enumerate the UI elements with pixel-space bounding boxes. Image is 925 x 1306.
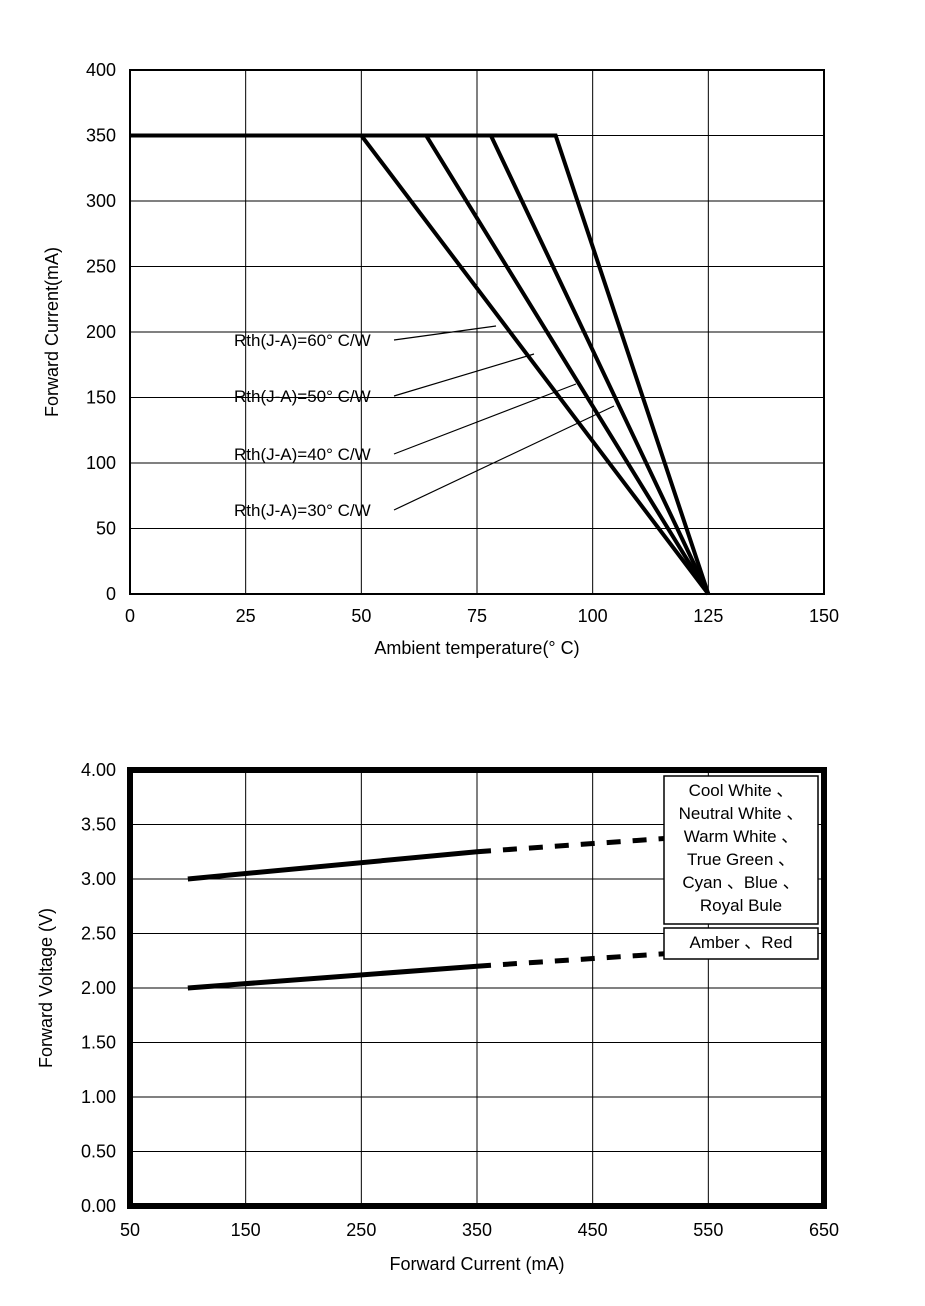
svg-text:400: 400 bbox=[86, 60, 116, 80]
svg-text:350: 350 bbox=[462, 1220, 492, 1240]
svg-text:300: 300 bbox=[86, 191, 116, 211]
legend-text: Warm White 、 bbox=[684, 827, 799, 846]
y-axis-label: Forward Voltage (V) bbox=[36, 908, 56, 1068]
svg-text:250: 250 bbox=[346, 1220, 376, 1240]
svg-text:150: 150 bbox=[231, 1220, 261, 1240]
vf-if-chart: Cool White 、 Neutral White 、 Warm White 、 T… bbox=[0, 736, 925, 1306]
x-axis-label: Forward Current (mA) bbox=[389, 1254, 564, 1274]
derating-curve bbox=[130, 136, 708, 595]
svg-text:150: 150 bbox=[809, 606, 839, 626]
svg-text:2.50: 2.50 bbox=[81, 924, 116, 944]
svg-text:100: 100 bbox=[578, 606, 608, 626]
curve-label: Rth(J-A)=40° C/W bbox=[234, 445, 371, 464]
svg-text:3.50: 3.50 bbox=[81, 815, 116, 835]
legend-text: Amber 、Red bbox=[690, 933, 793, 952]
svg-text:1.50: 1.50 bbox=[81, 1033, 116, 1053]
svg-text:350: 350 bbox=[86, 126, 116, 146]
vf-curve-solid bbox=[188, 966, 477, 988]
svg-text:150: 150 bbox=[86, 388, 116, 408]
svg-text:650: 650 bbox=[809, 1220, 839, 1240]
svg-text:200: 200 bbox=[86, 322, 116, 342]
svg-text:3.00: 3.00 bbox=[81, 869, 116, 889]
vf-curve-solid bbox=[188, 852, 477, 879]
derating-curve bbox=[130, 136, 708, 595]
derating-curve bbox=[130, 136, 708, 595]
svg-text:250: 250 bbox=[86, 257, 116, 277]
legend-text: Royal Bule bbox=[700, 896, 782, 915]
svg-text:100: 100 bbox=[86, 453, 116, 473]
curve-label: Rth(J-A)=30° C/W bbox=[234, 501, 371, 520]
svg-text:550: 550 bbox=[693, 1220, 723, 1240]
svg-text:50: 50 bbox=[351, 606, 371, 626]
legend-text: Cool White 、 bbox=[689, 781, 794, 800]
legend-text: Neutral White 、 bbox=[679, 804, 804, 823]
svg-text:0.00: 0.00 bbox=[81, 1196, 116, 1216]
svg-text:0.50: 0.50 bbox=[81, 1142, 116, 1162]
svg-text:75: 75 bbox=[467, 606, 487, 626]
y-axis-label: Forward Current(mA) bbox=[42, 247, 62, 417]
svg-text:0: 0 bbox=[125, 606, 135, 626]
svg-text:4.00: 4.00 bbox=[81, 760, 116, 780]
svg-text:2.00: 2.00 bbox=[81, 978, 116, 998]
svg-text:25: 25 bbox=[236, 606, 256, 626]
curve-label: Rth(J-A)=60° C/W bbox=[234, 331, 371, 350]
derating-curve bbox=[130, 136, 708, 595]
svg-text:50: 50 bbox=[96, 519, 116, 539]
vf-curve-dashed bbox=[477, 952, 691, 966]
curve-label: Rth(J-A)=50° C/W bbox=[234, 387, 371, 406]
svg-text:1.00: 1.00 bbox=[81, 1087, 116, 1107]
svg-text:50: 50 bbox=[120, 1220, 140, 1240]
svg-text:0: 0 bbox=[106, 584, 116, 604]
legend-text: Cyan 、Blue 、 bbox=[682, 873, 799, 892]
svg-text:125: 125 bbox=[693, 606, 723, 626]
legend-text: True Green 、 bbox=[687, 850, 795, 869]
x-axis-label: Ambient temperature(° C) bbox=[374, 638, 579, 658]
derating-chart: Rth(J-A)=60° C/W Rth(J-A)=50° C/W Rth(J-A)… bbox=[0, 0, 925, 680]
svg-text:450: 450 bbox=[578, 1220, 608, 1240]
